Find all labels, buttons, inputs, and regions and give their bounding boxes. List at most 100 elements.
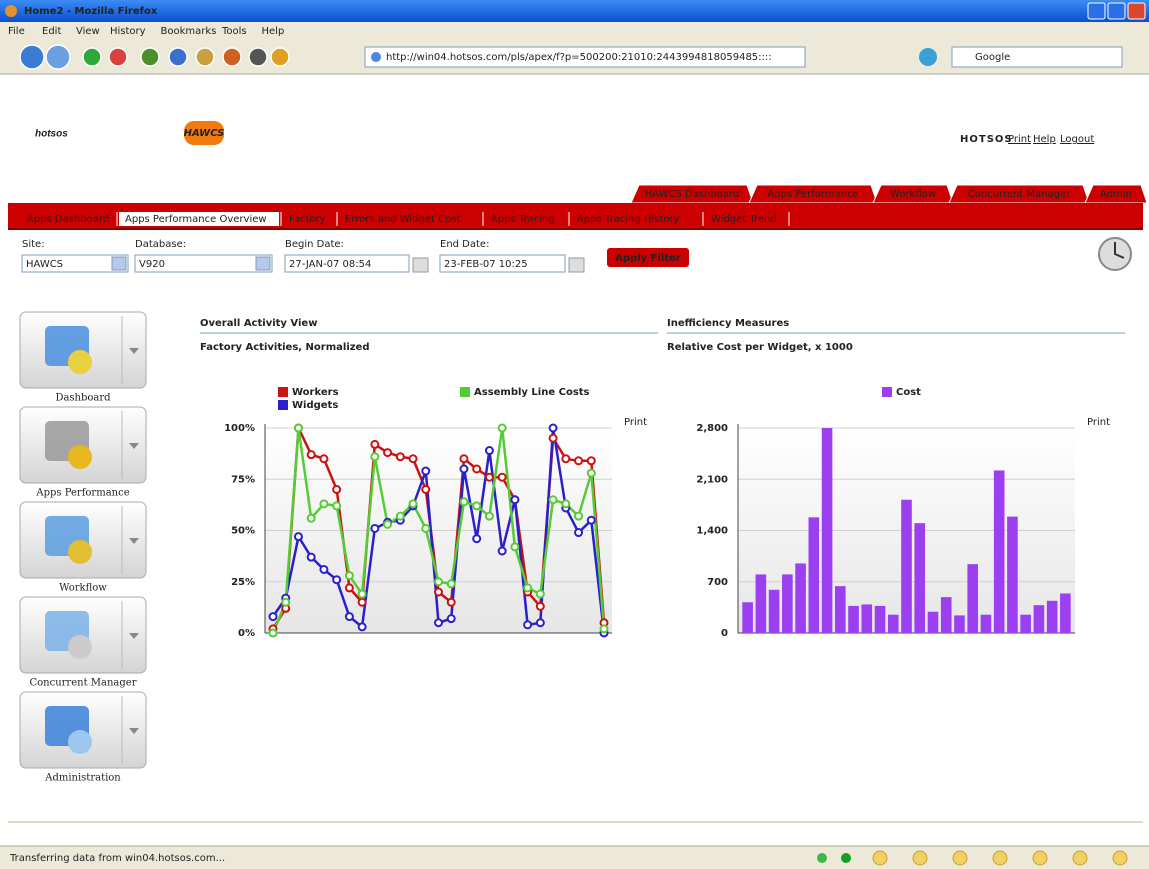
sidebar-label[interactable]: Apps Performance (35, 488, 129, 499)
bar (1033, 605, 1045, 633)
toolbar-button[interactable] (222, 47, 242, 67)
data-point (408, 454, 418, 464)
maximize-button[interactable] (1107, 2, 1126, 20)
toolbar-button[interactable] (82, 47, 102, 67)
subtab[interactable]: Widget Trend (711, 214, 777, 225)
search-text: Google (975, 52, 1010, 63)
y-tick-label: 2,800 (696, 423, 728, 434)
sidebar-label[interactable]: Concurrent Manager (30, 678, 137, 689)
data-point (281, 597, 291, 607)
toolbar-button[interactable] (270, 47, 290, 67)
header-link[interactable]: Help (1033, 134, 1056, 145)
filter-input[interactable] (21, 254, 129, 273)
sidebar-dropdown[interactable] (129, 633, 139, 639)
menu-item[interactable]: Edit (42, 26, 61, 37)
calendar-button[interactable] (412, 257, 429, 273)
menu-item[interactable]: Bookmarks (161, 26, 217, 37)
toolbar-button[interactable] (19, 44, 45, 70)
menu-item[interactable]: File (8, 26, 25, 37)
toolbar-button[interactable] (248, 47, 268, 67)
sidebar-label[interactable]: Workflow (59, 583, 107, 594)
minimize-button[interactable] (1087, 2, 1106, 20)
data-point (434, 577, 443, 587)
go-button[interactable] (919, 48, 937, 66)
sidebar-label[interactable]: Dashboard (55, 393, 111, 404)
data-point (434, 587, 443, 597)
toolbar-button[interactable] (108, 47, 128, 67)
data-point (472, 534, 482, 544)
subtab[interactable]: Apps Tracing History (577, 214, 680, 225)
toolbar-button[interactable] (195, 47, 215, 67)
calendar-button[interactable] (568, 257, 585, 273)
subtab[interactable]: Factory (289, 214, 326, 225)
header-link[interactable]: Logout (1060, 134, 1094, 145)
data-point (395, 511, 405, 521)
apply-filter-button[interactable] (607, 248, 689, 267)
window-title: Home2 - Mozilla Firefox (24, 6, 158, 17)
tab-label[interactable]: Workflow (890, 189, 936, 200)
sidebar-dropdown[interactable] (129, 443, 139, 449)
chart-print[interactable]: Print (1087, 417, 1110, 428)
data-point (344, 612, 354, 622)
dropdown-button[interactable] (255, 256, 271, 271)
subtab[interactable]: Errors and Widget Cost (345, 214, 460, 225)
menu-item[interactable]: Tools (221, 26, 247, 37)
legend-swatch (882, 387, 892, 397)
bar (768, 589, 780, 633)
apply-filter-label[interactable]: Apply Filter (615, 253, 681, 264)
url-box[interactable] (364, 46, 806, 68)
data-point (383, 519, 393, 529)
menu-item[interactable]: Help (262, 26, 285, 37)
tab-label[interactable]: Concurrent Manager (968, 189, 1071, 200)
tab-label[interactable]: Admin (1100, 189, 1132, 200)
status-addon-icon (872, 850, 888, 866)
data-point (548, 423, 558, 433)
sidebar-dropdown[interactable] (129, 348, 139, 354)
data-point (523, 583, 533, 593)
data-point (599, 624, 609, 634)
sidebar-dropdown[interactable] (129, 728, 139, 734)
bar (980, 614, 992, 633)
filter-input[interactable] (284, 254, 410, 273)
status-addon-icon (992, 850, 1008, 866)
data-point (535, 601, 545, 611)
data-point (293, 423, 303, 433)
bar (782, 574, 793, 633)
subtab[interactable]: Apps Tracing (491, 214, 555, 225)
data-point (344, 583, 354, 593)
toolbar-button[interactable] (168, 47, 188, 67)
logo-badge-text: HAWCS (184, 128, 225, 139)
chart-print[interactable]: Print (624, 417, 647, 428)
search-box[interactable] (951, 46, 1123, 68)
toolbar-button[interactable] (45, 44, 71, 70)
bar (940, 597, 952, 633)
dropdown-button[interactable] (111, 256, 127, 271)
subtab[interactable]: Apps Dashboard (27, 214, 109, 225)
bar (1020, 614, 1031, 633)
header-link[interactable]: Print (1008, 134, 1031, 145)
data-point (497, 546, 507, 556)
data-point (484, 446, 494, 456)
data-point (370, 523, 380, 533)
filter-input[interactable] (134, 254, 273, 273)
data-point (574, 528, 584, 538)
close-button[interactable] (1127, 2, 1146, 20)
sidebar-dropdown[interactable] (129, 538, 139, 544)
legend-label: Assembly Line Costs (474, 387, 590, 398)
subtab[interactable]: Apps Performance Overview (125, 214, 267, 225)
menu-item[interactable]: History (110, 26, 146, 37)
filter-label: End Date: (440, 239, 489, 250)
toolbar-button[interactable] (140, 47, 160, 67)
sidebar-icon-accent (68, 635, 92, 659)
tab-label[interactable]: Apps Performance (767, 189, 858, 200)
bar (821, 428, 833, 633)
filter-input[interactable] (439, 254, 566, 273)
data-point (332, 501, 342, 511)
data-point (357, 597, 367, 607)
menu-item[interactable]: View (76, 26, 100, 37)
tab-label[interactable]: HAWCS Dashboard (645, 189, 739, 200)
data-point (459, 497, 469, 507)
legend-label: Cost (896, 387, 921, 398)
sidebar-label[interactable]: Administration (44, 773, 121, 784)
data-point (408, 499, 418, 509)
